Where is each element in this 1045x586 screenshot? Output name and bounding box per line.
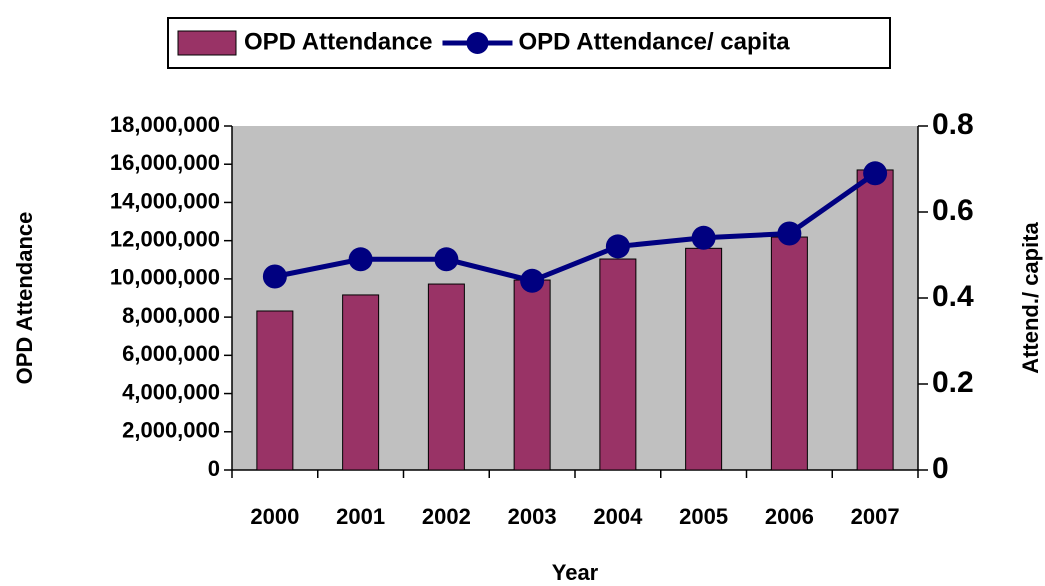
x-tick-label: 2000 xyxy=(250,504,299,529)
y2-tick-label: 0.2 xyxy=(932,366,974,399)
bar xyxy=(770,236,808,471)
y-tick-label: 0 xyxy=(208,456,220,481)
bar xyxy=(342,294,380,471)
bar xyxy=(427,283,465,471)
plot-area xyxy=(232,126,918,470)
y-tick-label: 18,000,000 xyxy=(110,112,220,137)
line xyxy=(274,171,877,284)
y-tick-label: 2,000,000 xyxy=(122,418,220,443)
line-marker xyxy=(863,161,888,186)
bar xyxy=(513,279,551,471)
y2-tick-label: 0 xyxy=(932,452,949,485)
y-axis-title: OPD Attendance xyxy=(12,212,37,385)
y2-tick-label: 0.6 xyxy=(932,194,974,227)
x-tick-label: 2006 xyxy=(765,504,814,529)
y2-axis-title: Attend./ capita xyxy=(1018,221,1043,373)
x-tick-label: 2004 xyxy=(593,504,643,529)
bar xyxy=(856,169,894,471)
y2-tick-label: 0.4 xyxy=(932,280,974,313)
y-tick-label: 6,000,000 xyxy=(122,341,220,366)
bar xyxy=(599,258,637,471)
y-tick-label: 12,000,000 xyxy=(110,226,220,251)
legend-swatch xyxy=(177,30,237,56)
line-marker xyxy=(777,221,802,246)
line-marker xyxy=(348,247,373,272)
legend-marker xyxy=(466,32,489,54)
x-tick-label: 2005 xyxy=(679,504,728,529)
bar xyxy=(256,310,294,471)
y-tick-label: 14,000,000 xyxy=(110,188,220,213)
y-tick-label: 10,000,000 xyxy=(110,265,220,290)
legend-label: OPD Attendance/ capita xyxy=(518,28,790,55)
legend-box xyxy=(167,17,891,69)
x-tick-label: 2002 xyxy=(422,504,471,529)
line-marker xyxy=(262,264,287,289)
y2-tick-label: 0.8 xyxy=(932,108,974,141)
line-marker xyxy=(520,268,545,293)
line-marker xyxy=(605,234,630,259)
y-tick-label: 4,000,000 xyxy=(122,379,220,404)
x-tick-label: 2001 xyxy=(336,504,385,529)
line-marker xyxy=(434,247,459,272)
y-tick-label: 16,000,000 xyxy=(110,150,220,175)
y-tick-label: 8,000,000 xyxy=(122,303,220,328)
x-axis-title: Year xyxy=(552,560,599,585)
bar xyxy=(685,247,723,471)
x-tick-label: 2003 xyxy=(508,504,557,529)
legend-label: OPD Attendance xyxy=(244,28,432,55)
line-marker xyxy=(691,225,716,250)
x-tick-label: 2007 xyxy=(851,504,900,529)
